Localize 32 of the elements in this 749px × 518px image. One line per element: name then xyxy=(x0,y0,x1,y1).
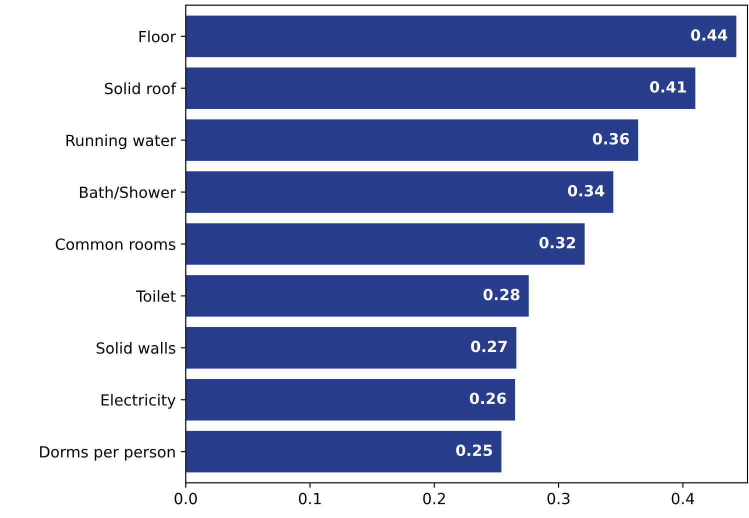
bar xyxy=(186,327,516,369)
bar xyxy=(186,275,529,317)
data-label: 0.28 xyxy=(483,288,520,300)
x-tick-label: 0.0 xyxy=(174,492,197,504)
x-tick-label: 0.4 xyxy=(672,492,694,504)
data-label: 0.36 xyxy=(592,133,629,145)
bar xyxy=(186,171,614,213)
x-tick-label: 0.2 xyxy=(423,492,445,504)
data-label: 0.44 xyxy=(691,29,728,41)
y-tick-label: Solid walls xyxy=(96,342,176,354)
y-tick-label: Common rooms xyxy=(56,238,176,250)
bar xyxy=(186,119,638,161)
y-tick-label: Toilet xyxy=(136,290,176,302)
data-label: 0.26 xyxy=(470,392,506,404)
data-label: 0.32 xyxy=(539,236,576,248)
y-tick-label: Solid roof xyxy=(104,82,176,94)
y-tick-label: Floor xyxy=(140,30,176,42)
y-tick-label: Electricity xyxy=(102,394,176,409)
data-label: 0.25 xyxy=(456,444,492,456)
y-tick-label: Dorms per person xyxy=(40,446,175,461)
y-tick-label: Running water xyxy=(66,134,176,150)
bar xyxy=(186,430,502,472)
bar xyxy=(186,223,585,265)
data-label: 0.27 xyxy=(471,340,507,352)
x-tick-label: 0.1 xyxy=(298,492,321,504)
data-label: 0.41 xyxy=(650,81,686,93)
data-label: 0.34 xyxy=(568,184,604,196)
y-tick-label: Bath/Shower xyxy=(80,186,176,200)
bar xyxy=(186,16,736,58)
bar xyxy=(186,67,696,110)
bar xyxy=(186,378,516,420)
x-tick-label: 0.3 xyxy=(547,492,570,504)
